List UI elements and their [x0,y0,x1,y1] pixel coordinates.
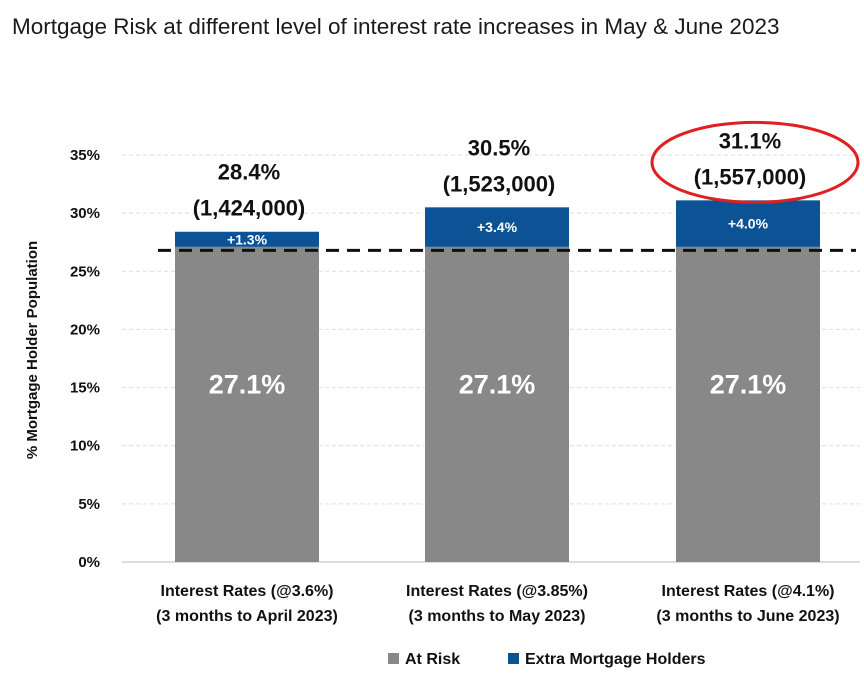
total-count-label: (1,523,000) [443,171,556,196]
x-category-label: (3 months to June 2023) [656,608,839,625]
bar-extra-label: +1.3% [227,231,268,247]
y-axis-label: % Mortgage Holder Population [24,241,41,459]
y-tick-label: 30% [70,205,100,222]
y-tick-label: 15% [70,380,100,397]
legend: At Risk Extra Mortgage Holders [388,651,706,668]
bar-at-risk [425,246,569,562]
bar-extra-label: +4.0% [728,216,769,232]
bar-extra-mortgage-holders [676,200,820,247]
x-category-label: (3 months to May 2023) [409,608,586,625]
total-percent-label: 28.4% [218,160,280,185]
total-percent-label: 30.5% [468,135,530,160]
x-category-label: Interest Rates (@4.1%) [662,583,835,600]
y-tick-label: 35% [70,147,100,164]
category-labels: Interest Rates (@3.6%) (3 months to April… [156,583,839,625]
bar-at-risk [676,246,820,562]
y-tick-label: 25% [70,263,100,280]
total-percent-label: 31.1% [719,128,781,153]
highlight-ellipse [650,120,860,204]
legend-swatch [508,653,519,664]
x-category-label: (3 months to April 2023) [156,608,338,625]
bar-extra-label: +3.4% [477,219,518,235]
bar-at-risk-label: 27.1% [209,369,286,399]
bars [175,200,820,562]
y-axis: 0% 5% 10% 15% 20% 25% 30% 35% [70,147,100,571]
y-tick-label: 5% [78,496,100,513]
bar-at-risk-label: 27.1% [459,369,536,399]
bar-labels: 27.1% +1.3% 28.4% (1,424,000) 27.1% +3.4% 30.5… [193,120,860,399]
y-tick-label: 0% [78,554,100,571]
bar-extra-mortgage-holders [175,231,319,247]
legend-label: Extra Mortgage Holders [525,651,706,668]
legend-swatch [388,653,399,664]
x-category-label: Interest Rates (@3.6%) [161,583,334,600]
x-category-label: Interest Rates (@3.85%) [406,583,588,600]
total-count-label: (1,557,000) [694,164,807,189]
legend-label: At Risk [405,651,460,668]
bar-at-risk [175,246,319,562]
chart-title: Mortgage Risk at different level of inte… [12,14,780,39]
y-tick-label: 20% [70,321,100,338]
bar-at-risk-label: 27.1% [710,369,787,399]
bar-extra-mortgage-holders [425,207,569,247]
total-count-label: (1,424,000) [193,196,306,221]
y-tick-label: 10% [70,438,100,455]
